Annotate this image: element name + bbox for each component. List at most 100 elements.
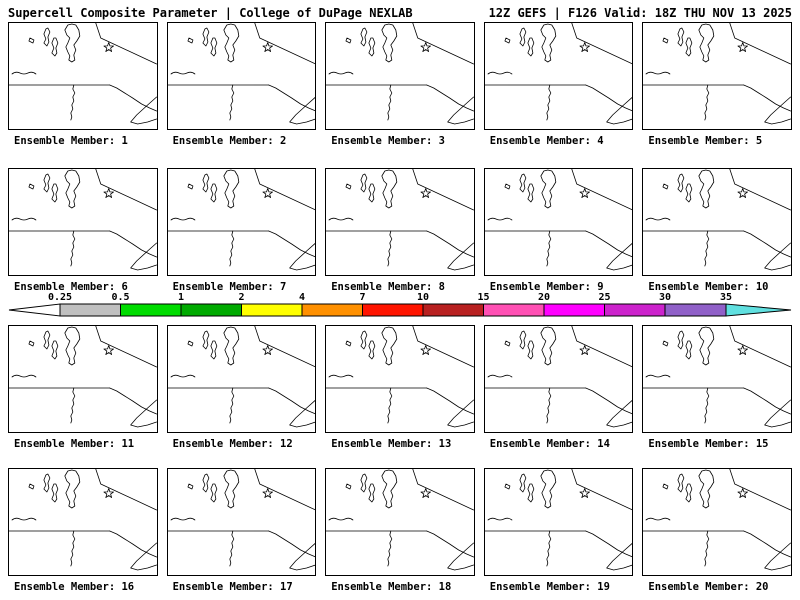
- basemap-graphic: [9, 23, 157, 125]
- ensemble-panel: Ensemble Member: 19: [483, 468, 634, 593]
- ensemble-panel: Ensemble Member: 11: [8, 325, 158, 450]
- ensemble-panel-label: Ensemble Member: 16: [14, 581, 135, 593]
- ensemble-panel: Ensemble Member: 4: [483, 22, 634, 147]
- basemap-graphic: [643, 23, 791, 125]
- colorbar-segment: [543, 303, 605, 317]
- colorbar-tick-label: 30: [659, 292, 671, 303]
- ensemble-map: [483, 168, 634, 276]
- ensemble-map: [325, 325, 475, 433]
- colorbar-segment: [180, 303, 242, 317]
- ensemble-panel-label: Ensemble Member: 14: [489, 438, 610, 450]
- run-valid-time: 12Z GEFS | F126 Valid: 18Z THU NOV 13 20…: [488, 6, 792, 20]
- ensemble-map: [642, 325, 792, 433]
- basemap-graphic: [484, 326, 633, 428]
- ensemble-map: [166, 325, 317, 433]
- ensemble-map: [642, 168, 792, 276]
- ensemble-map: [8, 168, 158, 276]
- colorbar-tick-label: 0.5: [111, 292, 129, 303]
- colorbar-tick-label: 4: [299, 292, 305, 303]
- basemap-graphic: [326, 326, 474, 428]
- colorbar-tick-label: 35: [720, 292, 732, 303]
- colorbar-right-arrow: [725, 303, 792, 317]
- ensemble-panel: Ensemble Member: 6: [8, 168, 158, 293]
- ensemble-row-4: Ensemble Member: 16 Ensemble Member: 17 …: [8, 468, 792, 593]
- colorbar-tick-label: 25: [598, 292, 610, 303]
- colorbar-segment: [664, 303, 727, 317]
- basemap-graphic: [643, 469, 791, 571]
- ensemble-panel: Ensemble Member: 16: [8, 468, 158, 593]
- ensemble-panel-label: Ensemble Member: 3: [331, 135, 445, 147]
- ensemble-map: [642, 468, 792, 576]
- ensemble-panel-label: Ensemble Member: 18: [331, 581, 452, 593]
- basemap-graphic: [167, 326, 316, 428]
- ensemble-panel-label: Ensemble Member: 8: [331, 281, 445, 293]
- basemap-graphic: [484, 169, 633, 271]
- ensemble-map: [642, 22, 792, 130]
- ensemble-panel: Ensemble Member: 14: [483, 325, 634, 450]
- colorbar-left-arrow: [8, 303, 61, 317]
- ensemble-panel-label: Ensemble Member: 15: [648, 438, 769, 450]
- ensemble-map: [483, 22, 634, 130]
- colorbar-tick-label: 7: [359, 292, 365, 303]
- ensemble-map: [483, 325, 634, 433]
- ensemble-panel: Ensemble Member: 3: [325, 22, 475, 147]
- ensemble-panel: Ensemble Member: 20: [642, 468, 792, 593]
- ensemble-panel-label: Ensemble Member: 11: [14, 438, 135, 450]
- ensemble-panel-label: Ensemble Member: 13: [331, 438, 452, 450]
- ensemble-map: [8, 468, 158, 576]
- basemap-graphic: [326, 169, 474, 271]
- ensemble-panel-label: Ensemble Member: 10: [648, 281, 769, 293]
- basemap-graphic: [167, 469, 316, 571]
- ensemble-panel: Ensemble Member: 8: [325, 168, 475, 293]
- ensemble-panel-label: Ensemble Member: 1: [14, 135, 128, 147]
- basemap-graphic: [167, 169, 316, 271]
- ensemble-map: [166, 468, 317, 576]
- ensemble-map: [8, 22, 158, 130]
- basemap-graphic: [9, 169, 157, 271]
- colorbar-tick-label: 0.25: [48, 292, 72, 303]
- ensemble-panel-label: Ensemble Member: 6: [14, 281, 128, 293]
- ensemble-panel-label: Ensemble Member: 2: [172, 135, 287, 147]
- colorbar-segment: [241, 303, 303, 317]
- colorbar-tick-label: 10: [417, 292, 429, 303]
- basemap-graphic: [484, 469, 633, 571]
- page-title: Supercell Composite Parameter | College …: [8, 6, 413, 20]
- colorbar-segment: [604, 303, 666, 317]
- ensemble-map: [325, 168, 475, 276]
- colorbar-segment: [422, 303, 484, 317]
- ensemble-panel: Ensemble Member: 2: [166, 22, 317, 147]
- basemap-graphic: [167, 23, 316, 125]
- ensemble-map: [166, 22, 317, 130]
- ensemble-panel: Ensemble Member: 12: [166, 325, 317, 450]
- colorbar-segment: [362, 303, 424, 317]
- ensemble-panel-label: Ensemble Member: 20: [648, 581, 769, 593]
- colorbar-segment: [483, 303, 545, 317]
- basemap-graphic: [9, 469, 157, 571]
- ensemble-map: [483, 468, 634, 576]
- ensemble-panel: Ensemble Member: 18: [325, 468, 475, 593]
- basemap-graphic: [326, 469, 474, 571]
- basemap-graphic: [643, 326, 791, 428]
- ensemble-panel-label: Ensemble Member: 9: [489, 281, 604, 293]
- ensemble-map: [325, 22, 475, 130]
- colorbar-tick-label: 15: [477, 292, 489, 303]
- ensemble-panel: Ensemble Member: 5: [642, 22, 792, 147]
- ensemble-panel-label: Ensemble Member: 4: [489, 135, 604, 147]
- ensemble-panel-label: Ensemble Member: 19: [489, 581, 610, 593]
- ensemble-panel-label: Ensemble Member: 5: [648, 135, 763, 147]
- ensemble-row-2: Ensemble Member: 6 Ensemble Member: 7 En…: [8, 168, 792, 293]
- ensemble-panel: Ensemble Member: 10: [642, 168, 792, 293]
- ensemble-row-1: Ensemble Member: 1 Ensemble Member: 2 En…: [8, 22, 792, 147]
- colorbar-tick-label: 2: [238, 292, 244, 303]
- ensemble-panel-label: Ensemble Member: 12: [172, 438, 293, 450]
- colorbar-segment: [301, 303, 363, 317]
- ensemble-panel-label: Ensemble Member: 7: [172, 281, 287, 293]
- ensemble-map: [325, 468, 475, 576]
- ensemble-panel: Ensemble Member: 15: [642, 325, 792, 450]
- ensemble-panel: Ensemble Member: 9: [483, 168, 634, 293]
- ensemble-panel: Ensemble Member: 1: [8, 22, 158, 147]
- ensemble-panel: Ensemble Member: 7: [166, 168, 317, 293]
- colorbar-tick-label: 20: [538, 292, 550, 303]
- ensemble-map: [8, 325, 158, 433]
- basemap-graphic: [643, 169, 791, 271]
